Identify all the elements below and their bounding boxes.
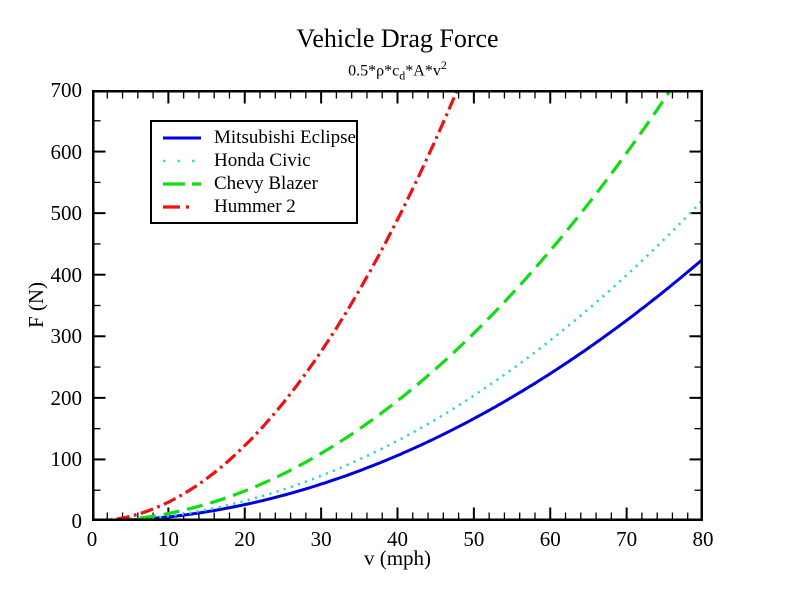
legend-line-sample bbox=[163, 181, 201, 186]
y-tick-label: 700 bbox=[50, 78, 83, 102]
y-axis-label: F (N) bbox=[24, 281, 48, 329]
y-tick-label: 200 bbox=[50, 385, 83, 410]
chart-title: Vehicle Drag Force bbox=[296, 24, 499, 53]
subtitle-subscript: d bbox=[399, 68, 406, 83]
y-tick-label: 0 bbox=[71, 509, 83, 533]
y-tick-label: 600 bbox=[50, 139, 83, 164]
curve-mitsubishi-eclipse bbox=[92, 257, 703, 521]
subtitle-text: 0.5*ρ*c bbox=[348, 62, 400, 80]
chart-subtitle: 0.5*ρ*cd*A*v2 bbox=[92, 56, 703, 85]
legend-label: Mitsubishi Eclipse bbox=[214, 126, 356, 148]
plot-frame bbox=[92, 90, 703, 521]
legend-line-sample bbox=[163, 136, 201, 139]
x-axis-label: v (mph) bbox=[363, 546, 432, 570]
y-tick-label: 100 bbox=[50, 447, 83, 472]
subtitle-text: *A*v bbox=[405, 62, 441, 80]
plot-area bbox=[92, 90, 703, 521]
curve-honda-civic bbox=[92, 198, 703, 521]
legend: Mitsubishi Eclipse Honda Civic Chevy Blaze… bbox=[150, 120, 358, 224]
legend-label: Chevy Blazer bbox=[214, 172, 318, 194]
legend-item: Honda Civic bbox=[163, 149, 348, 172]
curve-chevy-blazer bbox=[92, 90, 672, 521]
legend-line-sample bbox=[163, 204, 201, 209]
legend-label: Honda Civic bbox=[214, 149, 311, 171]
legend-item: Mitsubishi Eclipse bbox=[163, 126, 356, 149]
subtitle-superscript: 2 bbox=[440, 58, 447, 72]
legend-item: Hummer 2 bbox=[163, 195, 348, 218]
y-tick-label: 500 bbox=[50, 201, 83, 226]
curves bbox=[92, 90, 703, 521]
legend-label: Hummer 2 bbox=[214, 195, 296, 217]
curve-hummer-2 bbox=[92, 90, 459, 521]
legend-item: Chevy Blazer bbox=[163, 172, 348, 195]
legend-line-sample bbox=[163, 159, 201, 162]
